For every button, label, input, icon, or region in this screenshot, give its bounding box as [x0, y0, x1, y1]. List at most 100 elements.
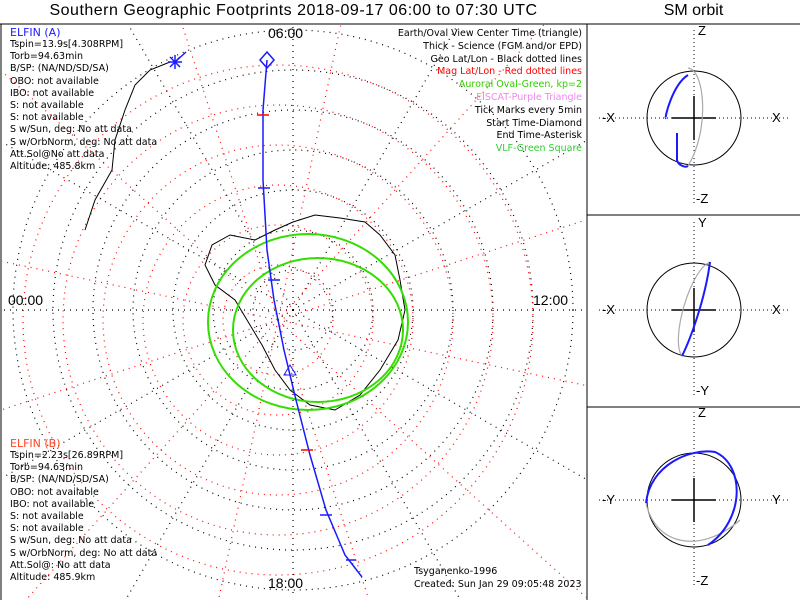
info-line: S w/OrbNorm, deg: No att data: [10, 547, 158, 559]
info-line: IBO: not available: [10, 87, 95, 99]
orbit-path-gray: [645, 502, 741, 542]
geo-longitude-line: [1, 141, 294, 311]
hour-label-right: 12:00: [533, 292, 569, 308]
info-line: IBO: not available: [10, 498, 95, 510]
mag-latitude-circle: [62, 104, 494, 536]
lat-lon-grid: [1, 24, 587, 599]
orbit-path-blue: [676, 133, 689, 168]
mag-longitude-line: [218, 319, 279, 599]
orbit-path-blue: [681, 261, 711, 357]
created-timestamp: Created: Sun Jan 29 09:05:48 2023: [414, 579, 582, 590]
legend-item: End Time-Asterisk: [496, 130, 582, 142]
mag-longitude-line: [277, 319, 587, 598]
sm-axis-label-left: -X: [602, 110, 615, 125]
info-line: Tspin=13.9s[4.308RPM]: [10, 39, 124, 50]
mag-latitude-circle: [22, 64, 534, 576]
info-line: S: not available: [10, 100, 84, 112]
legend-item: VLF-Green Square: [495, 143, 582, 155]
panel-frames: [0, 23, 800, 600]
geo-longitude-line: [1, 309, 294, 479]
elfin-b-info: ELFIN (B) Tspin=2.23s[26.89RPM] Torb=94.6…: [10, 437, 157, 584]
legend-item: Auroral Oval-Green, kp=2: [458, 79, 582, 91]
mag-latitude-circle: [182, 224, 374, 416]
info-line: B/SP: (NA/ND/SD/SA): [10, 474, 109, 486]
legend-item: Geo Lat/Lon - Black dotted lines: [430, 53, 582, 65]
elfin-b-label: ELFIN (B): [10, 437, 61, 450]
view-center-triangle-icon: [283, 364, 297, 376]
orbit-path-gray: [677, 261, 711, 357]
sm-axis-label-right: X: [772, 302, 781, 317]
legend-item: Earth/Oval View Center Time (triangle): [397, 28, 582, 39]
geo-latitude-circle: [252, 269, 334, 351]
info-line: B/SP: (NA/ND/SD/SA): [10, 63, 109, 75]
elfin-a-info: ELFIN (A) Tspin=13.9s[4.308RPM] Torb=94.6…: [10, 26, 157, 173]
sm-axis-label-bottom: -Y: [696, 383, 709, 398]
info-line: S w/Sun, deg: No att data: [10, 124, 132, 136]
orbit-path-blue: [664, 74, 689, 120]
hour-label-top: 06:00: [268, 25, 304, 41]
geo-longitude-line: [292, 140, 587, 311]
orbit-path-blue: [645, 450, 738, 546]
info-line: Torb=94.63min: [10, 51, 84, 63]
earth-circle: [646, 262, 742, 358]
sm-axis-label-left: -X: [602, 302, 615, 317]
end-asterisk-icon: [168, 51, 187, 69]
geo-longitude-line: [127, 24, 294, 311]
info-line: Tspin=2.23s[26.89RPM]: [10, 450, 124, 461]
sm-axis-label-left: -Y: [602, 492, 615, 507]
legend-item: Mag Lat/Lon - Red dotted lines: [437, 66, 582, 78]
info-line: Torb=94.63min: [10, 462, 84, 474]
info-line: S: not available: [10, 523, 84, 535]
sm-axis-label-right: Y: [772, 492, 781, 507]
auroral-oval: [207, 233, 409, 411]
legend-item: Tick Marks every 5min: [474, 104, 582, 116]
elfin-a-lines: Tspin=13.9s[4.308RPM] Torb=94.63min B/SP: …: [10, 39, 157, 173]
sm-axis-label-top: Y: [698, 215, 707, 230]
model-credit: Tsyganenko-1996: [414, 566, 498, 577]
sm-orbit-plots: [599, 30, 789, 588]
orbit-path-gray: [687, 67, 704, 167]
info-line: OBO: not available: [10, 486, 99, 498]
plot-title: Southern Geographic Footprints 2018-09-1…: [49, 2, 538, 19]
mag-longitude-line: [181, 24, 279, 321]
elfin-b-lines: Tspin=2.23s[26.89RPM] Torb=94.63min B/SP: …: [10, 450, 157, 584]
info-line: S: not available: [10, 112, 84, 124]
geo-latitude-circle: [12, 29, 574, 591]
tick-marks: [258, 187, 356, 561]
geo-longitude-line: [292, 309, 460, 599]
mag-longitude-line: [277, 319, 587, 387]
hour-label-bottom: 18:00: [268, 575, 304, 591]
info-line: Altitude: 485.8km: [10, 161, 96, 173]
info-line: Att.Sol@: No att data: [10, 559, 111, 571]
info-line: S w/Sun, deg: No att data: [10, 535, 132, 547]
elfin-a-track: [168, 50, 363, 578]
info-line: Altitude: 485.9km: [10, 572, 96, 584]
legend: Earth/Oval View Center Time (triangle) Th…: [398, 28, 582, 156]
geo-latitude-circle: [212, 229, 374, 391]
geo-longitude-line: [292, 309, 587, 480]
mag-latitude-circle: [222, 264, 334, 376]
legend-item: Thick - Science (FGM and/or EPD): [423, 40, 582, 52]
mag-longitude-line: [1, 319, 279, 411]
sm-axis-label-bottom: -Z: [696, 573, 709, 588]
mag-longitude-line: [277, 319, 369, 599]
info-line: S: not available: [10, 511, 84, 523]
legend-item: Start Time-Diamond: [486, 117, 582, 129]
info-line: OBO: not available: [10, 75, 99, 87]
hour-label-left: 00:00: [8, 292, 44, 308]
mag-latitude-circle: [102, 144, 454, 496]
elfin-a-label: ELFIN (A): [10, 26, 61, 39]
tick-marks: [257, 114, 313, 451]
mag-longitude-line: [277, 24, 342, 321]
mag-longitude-line: [277, 24, 545, 321]
sm-axis-label-top: Z: [698, 405, 706, 420]
geo-latitude-circle: [92, 109, 494, 511]
sm-axis-label-right: X: [772, 110, 781, 125]
start-diamond-icon: [259, 50, 275, 70]
geo-longitude-line: [292, 24, 459, 311]
info-line: Att.Sol@No att data: [10, 148, 105, 160]
legend-item: EISCAT-Purple Triangle: [476, 91, 582, 103]
sm-orbit-title: SM orbit: [663, 2, 724, 19]
info-line: S w/OrbNorm, deg: No att data: [10, 136, 158, 148]
